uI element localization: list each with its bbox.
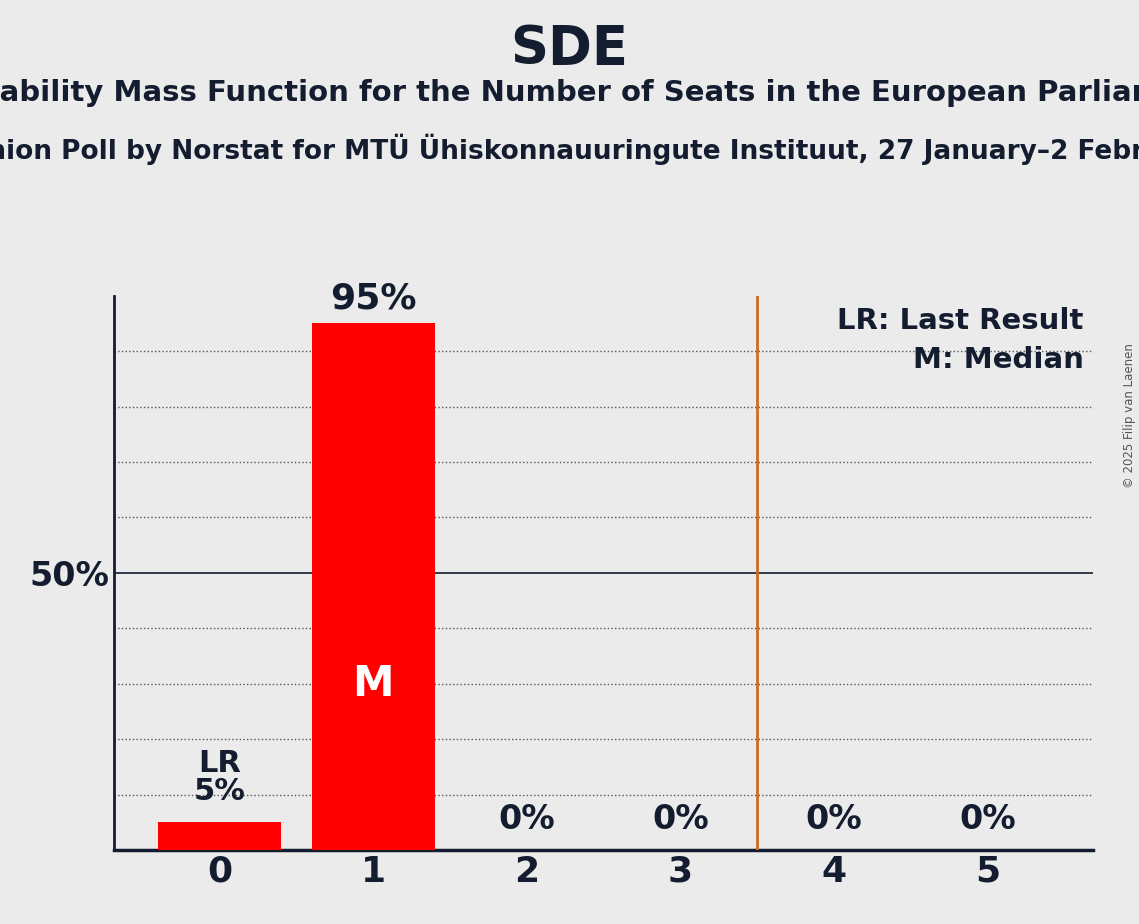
Text: 95%: 95%: [330, 281, 417, 315]
Text: © 2025 Filip van Laenen: © 2025 Filip van Laenen: [1123, 344, 1137, 488]
Text: M: Median: M: Median: [912, 346, 1083, 373]
Text: SDE: SDE: [510, 23, 629, 75]
Text: 0%: 0%: [499, 803, 555, 836]
Text: on an Opinion Poll by Norstat for MTÜ Ühiskonnauuringute Instituut, 27 January–2: on an Opinion Poll by Norstat for MTÜ Üh…: [0, 134, 1139, 165]
Text: 5%: 5%: [194, 777, 246, 806]
Text: LR: Last Result: LR: Last Result: [837, 307, 1083, 334]
Text: 0%: 0%: [653, 803, 708, 836]
Bar: [158, 822, 281, 850]
Bar: [312, 323, 435, 850]
Text: M: M: [353, 663, 394, 705]
Text: 0%: 0%: [959, 803, 1016, 836]
Text: 0%: 0%: [805, 803, 862, 836]
Text: LR: LR: [198, 749, 241, 778]
Text: Probability Mass Function for the Number of Seats in the European Parliament: Probability Mass Function for the Number…: [0, 79, 1139, 106]
